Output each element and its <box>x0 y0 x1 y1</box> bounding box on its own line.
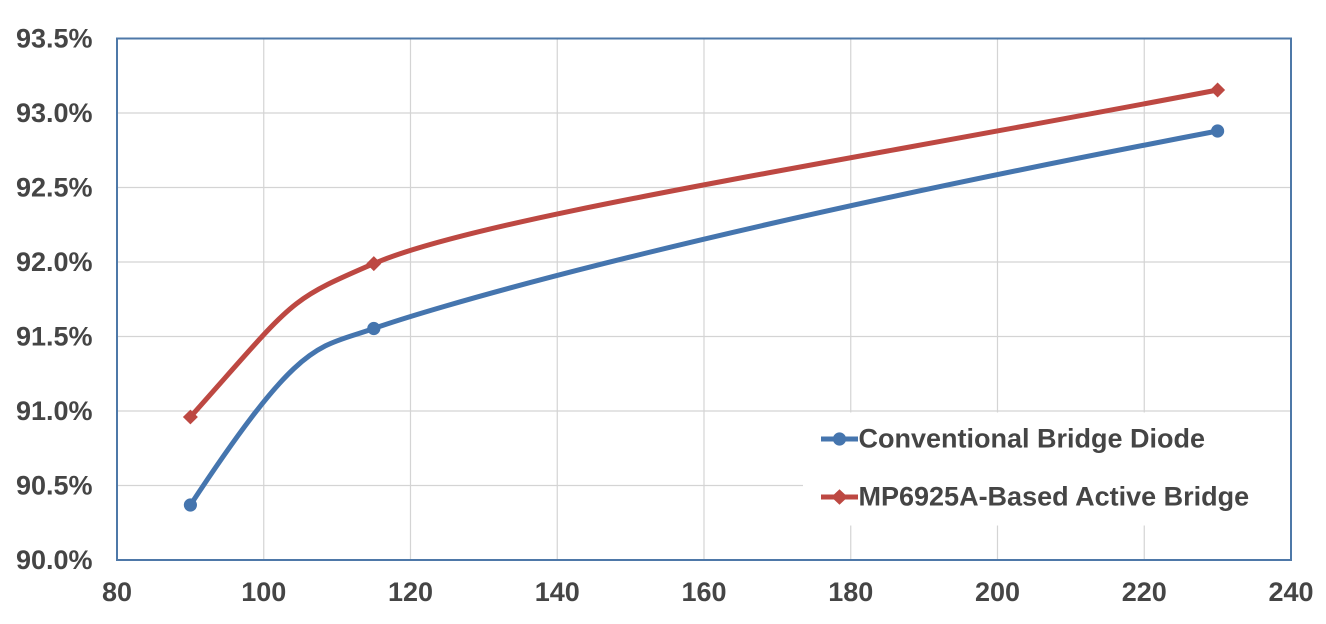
svg-text:80: 80 <box>102 577 132 607</box>
svg-text:93.0%: 93.0% <box>16 98 93 128</box>
svg-text:100: 100 <box>241 577 286 607</box>
svg-text:240: 240 <box>1268 577 1313 607</box>
svg-text:93.5%: 93.5% <box>16 23 93 53</box>
svg-text:160: 160 <box>681 577 726 607</box>
svg-text:91.0%: 91.0% <box>16 396 93 426</box>
svg-text:180: 180 <box>828 577 873 607</box>
svg-text:92.0%: 92.0% <box>16 247 93 277</box>
svg-text:200: 200 <box>975 577 1020 607</box>
svg-text:91.5%: 91.5% <box>16 321 93 351</box>
svg-text:90.5%: 90.5% <box>16 470 93 500</box>
svg-text:140: 140 <box>535 577 580 607</box>
svg-text:92.5%: 92.5% <box>16 172 93 202</box>
svg-text:MP6925A-Based Active Bridge: MP6925A-Based Active Bridge <box>859 482 1250 512</box>
svg-text:120: 120 <box>388 577 433 607</box>
svg-text:Conventional Bridge Diode: Conventional Bridge Diode <box>859 424 1206 454</box>
svg-text:90.0%: 90.0% <box>16 545 93 575</box>
svg-text:220: 220 <box>1122 577 1167 607</box>
